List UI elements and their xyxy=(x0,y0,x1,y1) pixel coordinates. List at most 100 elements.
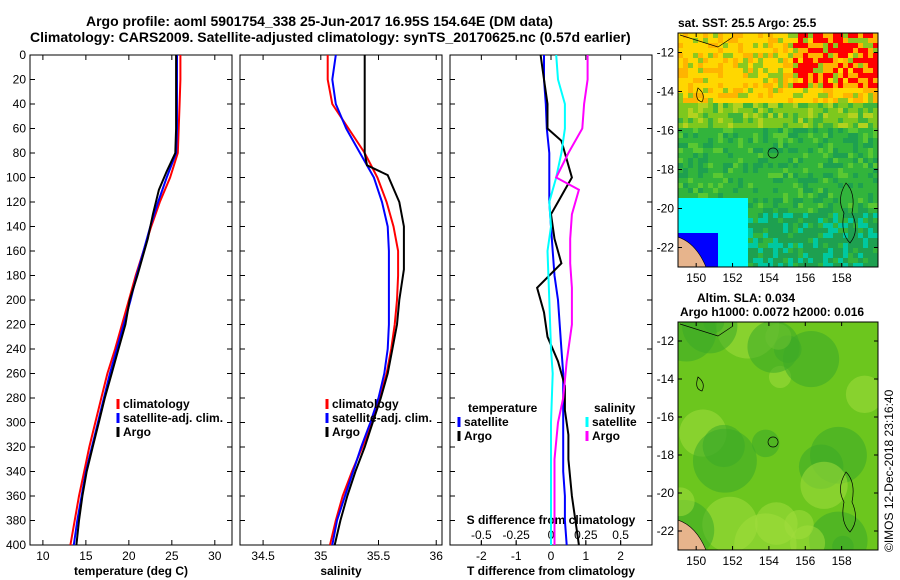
sst-map-title: sat. SST: 25.5 Argo: 25.5 xyxy=(678,16,817,30)
series-climatology xyxy=(326,55,400,546)
y-tick-label: 340 xyxy=(6,465,26,479)
x-tick-label: 10 xyxy=(36,549,50,563)
series-salinity-argo xyxy=(553,55,589,545)
x-tick-label: 36 xyxy=(430,549,444,563)
y-tick-label: 60 xyxy=(13,122,27,136)
lon-tick-label: 158 xyxy=(832,271,852,285)
maps: -12 -14 -16 -18 -20 -22 150 152 154 156 158 -12 -14 -… xyxy=(657,32,879,568)
coastline xyxy=(679,323,734,337)
legend-label: satellite-adj. clim. xyxy=(332,411,432,425)
series-temperature-argo xyxy=(535,54,580,546)
y-tick-label: 300 xyxy=(6,416,26,430)
lon-tick-label: 156 xyxy=(795,554,815,568)
sla-map-title-1: Altim. SLA: 0.034 xyxy=(697,291,795,305)
top-tick-label: -0.25 xyxy=(502,528,530,542)
y-tick-label: 260 xyxy=(6,367,26,381)
lon-tick-label: 152 xyxy=(723,554,743,568)
lat-tick-label: -22 xyxy=(657,241,675,255)
x-tick-label: 1 xyxy=(582,549,589,563)
legend-label: Argo xyxy=(123,425,151,439)
legend-heading-salinity: salinity xyxy=(594,401,636,415)
panel-salinity: 34.5 35 35.5 36 salinity climatologysatellite… xyxy=(239,54,444,578)
panel-difference: -2 -1 0 1 2T difference from climatology -0.5… xyxy=(449,54,653,578)
title-line-1: Argo profile: aoml 5901754_338 25-Jun-20… xyxy=(86,13,553,29)
lon-tick-label: 154 xyxy=(759,554,779,568)
y-tick-label: 240 xyxy=(6,342,26,356)
legend-heading-temperature: temperature xyxy=(468,401,538,415)
map-frame xyxy=(677,32,879,268)
x-axis-label: T difference from climatology xyxy=(467,564,635,578)
x-tick-label: 15 xyxy=(79,549,93,563)
x-tick-label: -1 xyxy=(511,549,522,563)
legend-label: satellite xyxy=(464,415,509,429)
lon-tick-label: 150 xyxy=(686,271,706,285)
y-tick-label: 20 xyxy=(13,73,27,87)
legend-label: satellite xyxy=(592,415,637,429)
sst-map-field xyxy=(678,33,878,267)
y-tick-label: 360 xyxy=(6,489,26,503)
lon-tick-label: 156 xyxy=(795,271,815,285)
y-tick-label: 220 xyxy=(6,318,26,332)
lon-tick-label: 150 xyxy=(686,554,706,568)
lon-tick-label: 152 xyxy=(723,271,743,285)
title-line-2: Climatology: CARS2009. Satellite-adjuste… xyxy=(30,29,631,45)
lon-tick-label: 154 xyxy=(759,271,779,285)
x-tick-label: 34.5 xyxy=(251,549,275,563)
y-tick-label: 120 xyxy=(6,195,26,209)
lat-tick-label: -20 xyxy=(657,486,675,500)
top-tick-label: 0.5 xyxy=(612,528,629,542)
reef-outlines xyxy=(840,182,856,244)
x-tick-label: 35.5 xyxy=(367,549,391,563)
series-satellite-adj-clim- xyxy=(72,55,178,546)
sst-map: -12 -14 -16 -18 -20 -22 150 152 154 156 158 xyxy=(657,32,879,285)
x-tick-label: 0 xyxy=(548,549,555,563)
x-tick-label: -2 xyxy=(476,549,487,563)
y-tick-label: 0 xyxy=(19,48,26,62)
reef-outlines xyxy=(840,471,856,533)
legend-label: Argo xyxy=(332,425,360,439)
sla-map-title-2: Argo h1000: 0.0072 h2000: 0.016 xyxy=(680,305,864,319)
axes-frame xyxy=(239,54,443,546)
series-argo xyxy=(333,55,405,546)
y-tick-label: 140 xyxy=(6,220,26,234)
imos-stamp: ©IMOS 12-Dec-2018 23:16:40 xyxy=(882,389,896,552)
lat-tick-label: -14 xyxy=(657,85,675,99)
coastline xyxy=(679,34,734,48)
series-salinity-satellite xyxy=(546,54,566,545)
legend-label: climatology xyxy=(123,397,190,411)
lat-tick-label: -18 xyxy=(657,163,675,177)
reef-outlines xyxy=(696,376,779,448)
series-satellite-adj-clim- xyxy=(331,54,390,546)
x-tick-label: 2 xyxy=(617,549,624,563)
lat-tick-label: -12 xyxy=(657,46,675,60)
lat-tick-label: -14 xyxy=(657,372,675,386)
series-argo xyxy=(75,55,178,546)
x-axis-label: temperature (deg C) xyxy=(74,564,188,578)
x-tick-label: 30 xyxy=(208,549,222,563)
land-australia xyxy=(678,519,707,550)
lat-tick-label: -12 xyxy=(657,334,675,348)
legend-label: climatology xyxy=(332,397,399,411)
series-temperature-satellite xyxy=(543,55,568,546)
x-tick-label: 25 xyxy=(165,549,179,563)
land-australia xyxy=(678,236,707,267)
lat-tick-label: -20 xyxy=(657,202,675,216)
y-tick-label: 380 xyxy=(6,514,26,528)
lat-tick-label: -16 xyxy=(657,410,675,424)
sla-map: -12 -14 -16 -18 -20 -22 150 152 154 156 158 xyxy=(657,321,879,568)
top-tick-label: 0.25 xyxy=(574,528,598,542)
sla-map-field xyxy=(678,322,878,550)
y-tick-label: 100 xyxy=(6,171,26,185)
legend-label: Argo xyxy=(464,429,492,443)
top-tick-label: -0.5 xyxy=(471,528,492,542)
y-tick-label: 160 xyxy=(6,244,26,258)
x-axis-label: salinity xyxy=(320,564,362,578)
panel-temperature: 0 20 40 60 80 100 120 140 160 180 200 220 240 260 280 3… xyxy=(6,48,233,578)
y-tick-label: 40 xyxy=(13,97,27,111)
reef-outlines xyxy=(696,87,779,159)
y-tick-label: 320 xyxy=(6,440,26,454)
lon-tick-label: 158 xyxy=(832,554,852,568)
lat-tick-label: -22 xyxy=(657,524,675,538)
y-tick-label: 200 xyxy=(6,293,26,307)
